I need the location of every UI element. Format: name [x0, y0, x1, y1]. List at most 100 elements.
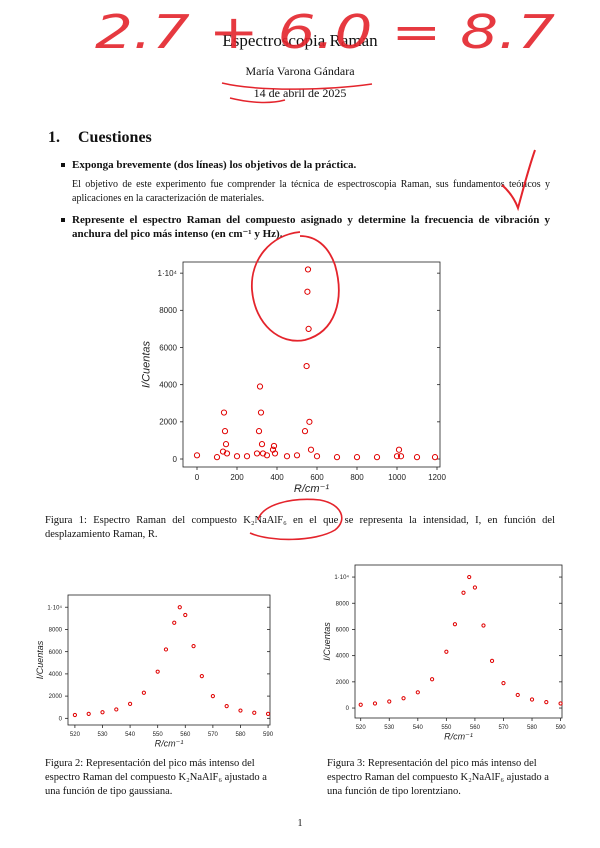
y-tick-label: 0	[346, 706, 350, 712]
x-axis-label: R/cm⁻¹	[444, 732, 473, 742]
x-tick-label: 520	[356, 725, 367, 731]
x-tick-label: 570	[498, 725, 509, 731]
data-point	[401, 696, 406, 701]
data-point	[258, 441, 266, 448]
x-tick-label: 540	[125, 732, 136, 738]
data-point	[213, 454, 221, 461]
data-point	[224, 704, 229, 709]
data-point	[313, 453, 321, 460]
x-tick-label: 580	[235, 732, 246, 738]
data-point	[223, 450, 231, 457]
data-point	[257, 409, 265, 416]
y-tick-label: 0	[173, 455, 178, 464]
data-point	[191, 644, 196, 649]
y-tick-label: 8000	[336, 601, 350, 607]
x-tick-label: 200	[230, 473, 244, 482]
data-point	[155, 669, 160, 674]
y-axis-label: I/Cuentas	[140, 340, 152, 388]
x-tick-label: 520	[70, 732, 81, 738]
data-point	[221, 428, 229, 435]
y-tick-label: 1·10⁴	[334, 574, 349, 581]
y-tick-label: 2000	[49, 694, 63, 700]
answer: El objetivo de este experimento fue comp…	[72, 179, 550, 204]
y-tick-label: 1·10⁴	[47, 604, 62, 611]
data-point	[183, 612, 188, 618]
x-tick-label: 600	[310, 473, 324, 482]
data-point	[265, 711, 271, 716]
x-tick-label: 590	[556, 725, 567, 731]
data-point	[387, 699, 392, 704]
figure-caption: Figura 2: Representación del pico más in…	[45, 758, 267, 797]
page-number: 1	[297, 818, 303, 829]
data-point	[415, 690, 420, 695]
data-point	[199, 674, 204, 679]
x-axis-label: R/cm⁻¹	[155, 739, 184, 749]
question: Represente el espectro Raman del compues…	[61, 214, 550, 240]
data-point	[233, 453, 241, 460]
author: María Varona Gándara	[245, 64, 355, 78]
x-tick-label: 590	[263, 732, 274, 738]
section-heading: 1. Cuestiones	[48, 129, 152, 147]
data-point	[372, 701, 378, 706]
data-point	[515, 692, 520, 698]
x-tick-label: 530	[384, 725, 395, 731]
y-tick-label: 2000	[159, 418, 177, 427]
data-point	[529, 697, 535, 702]
data-point	[429, 677, 435, 682]
data-point	[501, 681, 506, 686]
data-point	[256, 383, 264, 390]
data-point	[413, 454, 421, 461]
y-tick-label: 6000	[336, 628, 350, 634]
data-point	[558, 701, 563, 706]
x-tick-label: 400	[270, 473, 284, 482]
data-point	[253, 450, 261, 457]
x-tick-label: 1200	[428, 473, 446, 482]
x-tick-label: 560	[180, 732, 191, 738]
data-point	[271, 450, 279, 457]
data-point	[431, 454, 439, 461]
data-point	[114, 707, 119, 712]
section-number: 1.	[48, 129, 60, 146]
y-tick-label: 2000	[336, 680, 350, 686]
section-title: Cuestiones	[78, 129, 152, 146]
data-point	[481, 623, 486, 628]
y-tick-label: 6000	[49, 650, 63, 656]
data-point	[238, 708, 243, 713]
data-point	[263, 452, 271, 459]
data-point	[86, 711, 91, 716]
data-point	[100, 710, 105, 715]
data-point	[444, 649, 449, 654]
data-point	[193, 452, 201, 459]
x-tick-label: 560	[470, 725, 481, 731]
data-point	[467, 574, 472, 580]
data-point	[393, 453, 401, 460]
data-point	[222, 441, 230, 448]
data-point	[373, 454, 381, 461]
data-point	[489, 658, 495, 663]
x-tick-label: 800	[350, 473, 364, 482]
data-point	[172, 620, 177, 625]
y-axis-label: I/Cuentas	[35, 640, 45, 679]
data-point	[461, 590, 466, 595]
y-tick-label: 8000	[49, 628, 63, 634]
data-point	[243, 453, 251, 460]
question: Exponga brevemente (dos líneas) los obje…	[61, 158, 550, 172]
data-point	[252, 710, 257, 715]
y-tick-label: 1·10⁴	[158, 269, 178, 278]
x-axis-label: R/cm⁻¹	[294, 483, 329, 495]
data-point	[305, 325, 312, 333]
x-tick-label: 1000	[388, 473, 406, 482]
x-tick-label: 540	[413, 725, 424, 731]
data-point	[141, 690, 146, 695]
data-point	[210, 694, 215, 699]
data-point	[472, 585, 478, 590]
x-tick-label: 580	[527, 725, 538, 731]
data-point	[452, 622, 458, 627]
doc-title: Espectroscopia Raman	[222, 31, 378, 50]
y-tick-label: 0	[59, 716, 63, 722]
data-point	[283, 453, 291, 460]
plot-frame	[354, 564, 563, 719]
data-point	[397, 453, 405, 460]
